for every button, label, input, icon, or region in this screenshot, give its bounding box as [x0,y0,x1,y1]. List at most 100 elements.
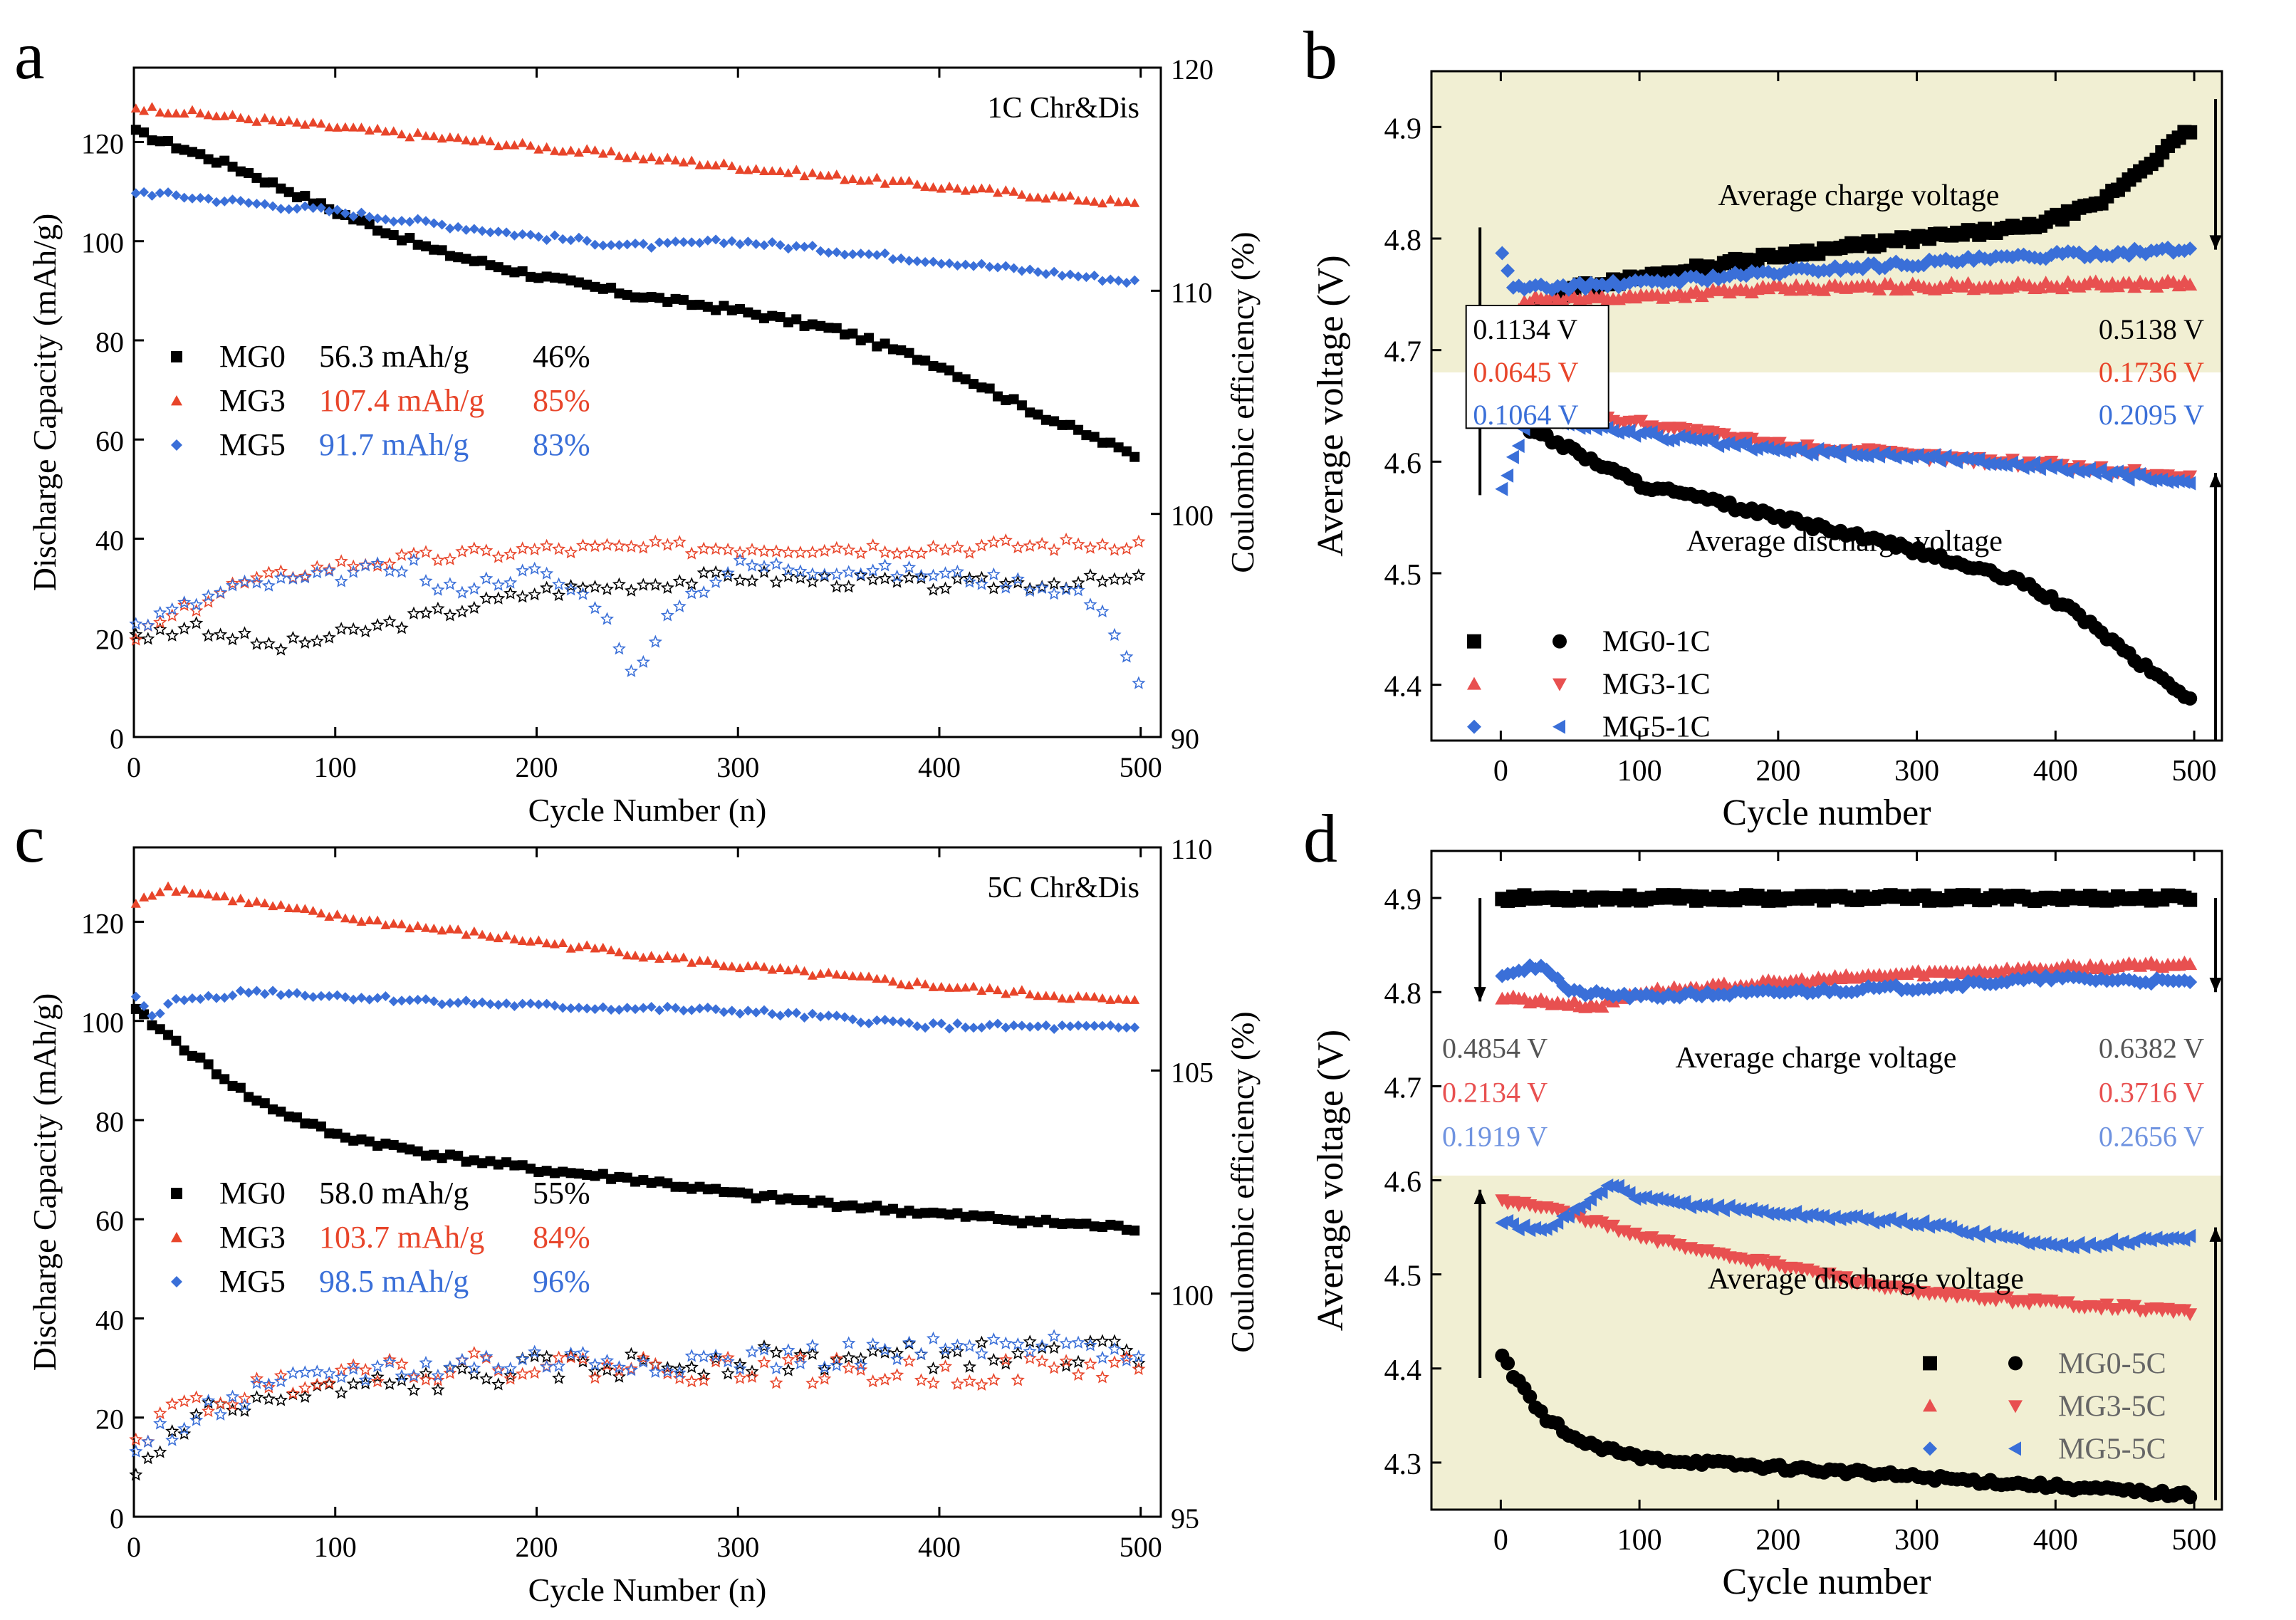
ce-point-mg0 [902,570,917,584]
highlight-band [1431,1175,2222,1510]
capacity-point-mg5 [984,261,995,272]
capacity-point-mg3 [823,170,834,180]
capacity-point-mg5 [388,216,399,227]
capacity-point-mg0 [195,1052,206,1063]
ce-point-mg3 [938,1359,953,1373]
capacity-point-mg5 [565,1003,576,1013]
capacity-point-mg3 [711,160,721,169]
capacity-point-mg0 [791,1195,802,1206]
discharge-point-mg5 [1689,1198,1702,1213]
capacity-point-mg3 [179,108,189,118]
ce-point-mg5 [382,1354,397,1369]
capacity-point-mg5 [984,1020,995,1030]
ce-point-mg0 [612,577,626,591]
ce-point-mg3 [370,1374,385,1388]
capacity-point-mg0 [896,345,907,355]
capacity-point-mg5 [356,993,367,1003]
capacity-point-mg3 [380,126,391,136]
ce-point-mg5 [818,1360,832,1374]
legend-discharge-marker-mg3 [1553,678,1567,691]
capacity-point-mg0 [606,1174,617,1184]
ce-point-mg5 [370,556,385,570]
ce-point-mg0 [781,569,795,582]
capacity-point-mg3 [726,161,737,170]
capacity-point-mg3 [1073,195,1084,205]
plot-frame [132,846,1162,1518]
capacity-point-mg3 [638,952,649,962]
arrow-start-charge-head [1473,987,1486,1002]
ce-point-mg0 [636,1353,650,1366]
capacity-point-mg0 [541,271,552,282]
ce-point-mg5 [914,1347,929,1360]
capacity-point-mg0 [187,147,197,157]
capacity-point-mg5 [276,204,286,214]
ce-point-mg5 [129,1444,143,1458]
capacity-point-mg3 [976,986,987,995]
x-tick-label: 0 [127,1531,141,1563]
capacity-point-mg0 [823,1197,834,1208]
capacity-point-mg0 [477,256,488,266]
y-tick-label: 4.7 [1384,1072,1422,1104]
ce-point-mg5 [781,563,795,576]
capacity-point-mg0 [558,1166,568,1177]
capacity-point-mg5 [969,261,979,271]
capacity-point-mg5 [541,234,552,245]
ce-point-mg3 [395,1357,409,1371]
capacity-point-mg0 [840,329,850,340]
ce-point-mg3 [249,570,264,584]
capacity-point-mg3 [1121,197,1132,207]
capacity-point-mg0 [847,1200,858,1211]
y-tick-label: 4.5 [1384,559,1422,592]
x-tick-label: 500 [2172,1524,2217,1557]
ce-point-mg5 [636,1354,650,1368]
charge-point-mg3 [2110,279,2125,293]
capacity-point-mg5 [662,238,673,249]
ce-point-mg3 [830,540,844,555]
capacity-point-mg3 [984,184,995,193]
capacity-point-mg5 [855,1018,866,1028]
ce-point-mg0 [854,1352,868,1365]
capacity-point-mg3 [887,976,898,986]
ce-point-mg0 [696,1368,711,1381]
capacity-point-mg0 [711,305,721,315]
y-axis-label: Discharge Capacity (mAh/g) [26,214,63,592]
ce-point-mg3 [805,545,820,558]
capacity-point-mg3 [662,152,673,162]
capacity-point-mg5 [469,998,479,1009]
capacity-point-mg5 [598,1002,608,1013]
capacity-point-mg3 [582,940,593,950]
capacity-point-mg3 [864,175,875,185]
ce-point-mg3 [177,1394,192,1408]
ce-point-mg5 [878,558,892,572]
ce-point-mg5 [866,1337,880,1351]
capacity-point-mg5 [992,262,1003,273]
ce-point-mg3 [1023,538,1037,552]
capacity-point-mg0 [244,1092,254,1102]
ce-point-mg3 [322,563,336,576]
capacity-point-mg5 [872,250,882,261]
capacity-point-mg3 [735,963,746,973]
capacity-point-mg3 [1073,991,1084,1000]
capacity-point-mg3 [815,968,826,978]
y-tick-label: 60 [95,1205,124,1237]
ce-series-mg0 [129,1334,1146,1481]
ce-point-mg0 [382,1376,397,1390]
capacity-point-mg3 [163,108,174,117]
capacity-point-mg3 [952,183,963,193]
capacity-point-mg3 [517,137,528,147]
capacity-point-mg5 [694,1003,705,1014]
capacity-point-mg5 [912,1021,922,1032]
capacity-point-mg5 [904,256,914,266]
capacity-point-mg3 [1105,995,1116,1004]
legend-marker-mg3 [171,1232,182,1243]
discharge-point-mg5 [1495,481,1508,496]
capacity-point-mg0 [444,251,455,261]
discharge-point-mg5 [2171,474,2185,488]
capacity-point-mg5 [429,218,439,229]
ce-point-mg3 [684,1374,699,1388]
capacity-point-mg5 [420,994,431,1005]
capacity-point-mg5 [831,247,842,258]
ce-point-mg5 [575,1345,590,1359]
capacity-point-mg3 [251,117,262,126]
capacity-point-mg3 [815,170,826,180]
